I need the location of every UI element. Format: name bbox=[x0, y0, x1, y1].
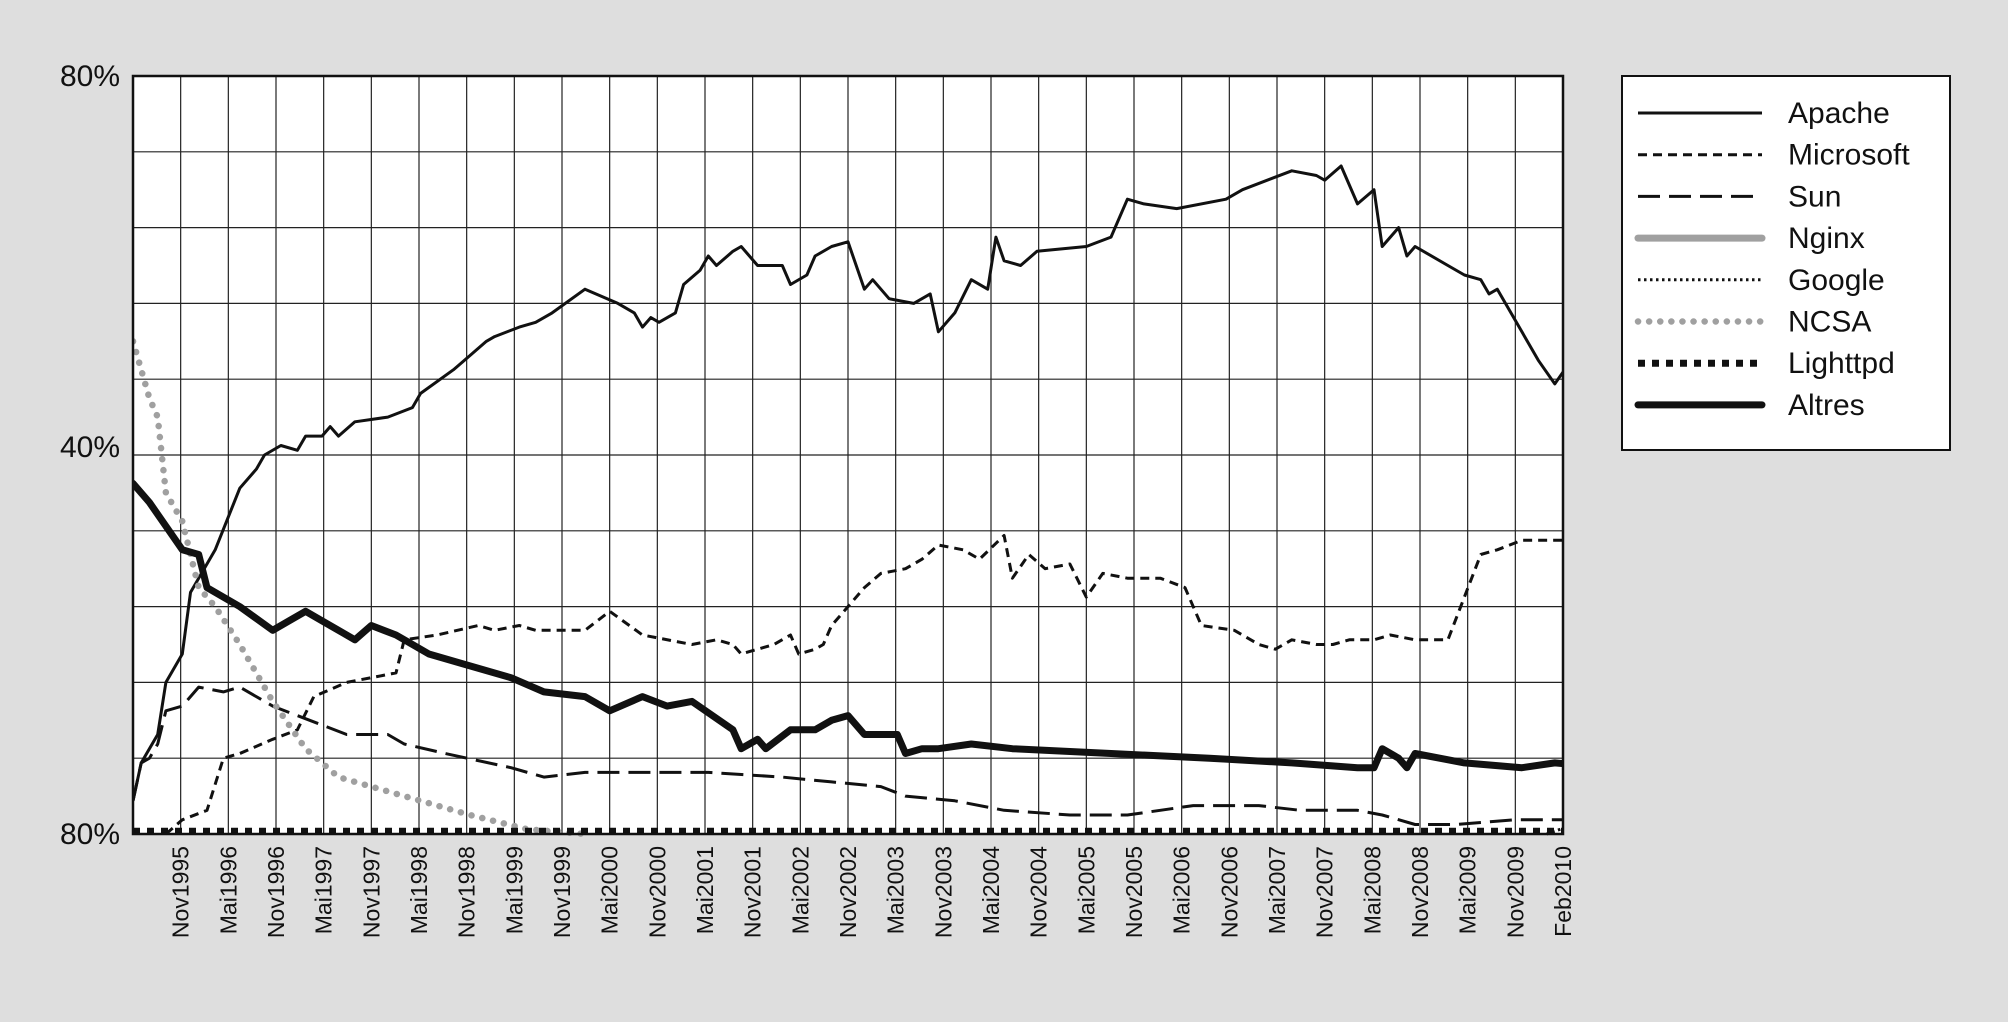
x-tick-label: Mai2003 bbox=[883, 846, 909, 934]
series-line-google bbox=[1546, 826, 1563, 836]
x-tick-label: Mai2004 bbox=[978, 846, 1004, 934]
x-tick-label: Mai1999 bbox=[501, 846, 527, 934]
x-tick-label: Nov1997 bbox=[358, 846, 384, 938]
series-line-sun bbox=[133, 685, 1563, 826]
x-tick-label: Nov2003 bbox=[930, 846, 956, 938]
x-tick-label: Nov2007 bbox=[1312, 846, 1338, 938]
x-tick-label: Mai2006 bbox=[1169, 846, 1195, 934]
x-tick-label: Mai2001 bbox=[692, 846, 718, 934]
legend-label-ncsa: NCSA bbox=[1788, 306, 1871, 339]
x-tick-label: Mai2002 bbox=[787, 846, 813, 934]
x-tick-label: Mai2008 bbox=[1359, 846, 1385, 934]
legend-label-altres: Altres bbox=[1788, 389, 1865, 422]
plot-frame bbox=[131, 74, 1565, 836]
x-tick-label: Nov1998 bbox=[454, 846, 480, 938]
x-tick-label: Mai2000 bbox=[597, 846, 623, 934]
x-tick-label: Nov1995 bbox=[168, 846, 194, 938]
x-tick-label: Mai2007 bbox=[1264, 846, 1290, 934]
x-tick-label: Mai1996 bbox=[215, 846, 241, 934]
y-axis-ticks: 80% 40% 80% bbox=[60, 60, 120, 851]
y-tick-label: 80% bbox=[60, 60, 120, 93]
x-tick-label: Nov1996 bbox=[263, 846, 289, 938]
legend-label-google: Google bbox=[1788, 264, 1885, 297]
x-tick-label: Nov1999 bbox=[549, 846, 575, 938]
legend-label-sun: Sun bbox=[1788, 180, 1841, 213]
series-line-nginx bbox=[1744, 768, 1908, 830]
x-tick-label: Nov2000 bbox=[644, 846, 670, 938]
x-tick-label: Nov2008 bbox=[1407, 846, 1433, 938]
legend-label-lighttpd: Lighttpd bbox=[1788, 347, 1895, 380]
series-line-ncsa bbox=[133, 338, 589, 838]
series-layer bbox=[133, 164, 1908, 838]
series-line-apache bbox=[133, 164, 1563, 802]
series-line-altres bbox=[133, 479, 1563, 772]
legend: Apache Microsoft Sun Nginx Google NCSA Lighttp… bbox=[1621, 75, 1951, 451]
x-tick-label: Mai1998 bbox=[406, 846, 432, 934]
x-tick-label: Nov2004 bbox=[1026, 846, 1052, 938]
x-tick-label: Nov2006 bbox=[1216, 846, 1242, 938]
x-tick-label: Nov2002 bbox=[835, 846, 861, 938]
x-tick-label: Feb2010 bbox=[1550, 846, 1576, 937]
legend-box bbox=[1621, 75, 1951, 451]
legend-label-microsoft: Microsoft bbox=[1788, 139, 1910, 172]
legend-label-nginx: Nginx bbox=[1788, 222, 1865, 255]
y-tick-label: 40% bbox=[60, 431, 120, 464]
x-tick-label: Nov2005 bbox=[1121, 846, 1147, 938]
x-axis-ticks: Nov1995 Mai1996 Nov1996 Mai1997 Nov1997 Mai19… bbox=[168, 846, 1576, 938]
x-tick-label: Nov2001 bbox=[740, 846, 766, 938]
x-tick-label: Mai2009 bbox=[1455, 846, 1481, 934]
legend-label-apache: Apache bbox=[1788, 97, 1890, 130]
x-tick-label: Mai1997 bbox=[311, 846, 337, 934]
x-tick-label: Mai2005 bbox=[1073, 846, 1099, 934]
grid bbox=[133, 76, 1563, 834]
y-tick-label: 80% bbox=[60, 818, 120, 851]
x-tick-label: Nov2009 bbox=[1502, 846, 1528, 938]
